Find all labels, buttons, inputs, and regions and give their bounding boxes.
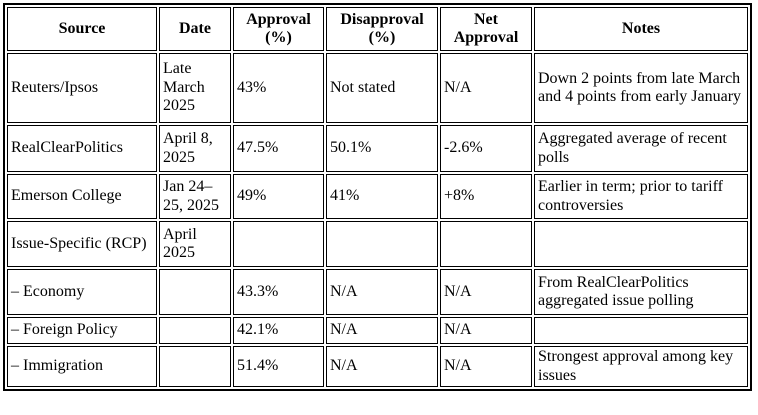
table-row-emerson-college: Emerson College Jan 24–25, 2025 49% 41% …: [7, 174, 748, 219]
cell-date: [159, 346, 231, 387]
cell-notes: [534, 221, 748, 267]
table-row-foreign-policy: – Foreign Policy 42.1% N/A N/A: [7, 317, 748, 344]
cell-approval: 51.4%: [233, 346, 324, 387]
cell-approval: 49%: [233, 174, 324, 219]
cell-approval: 42.1%: [233, 317, 324, 344]
table-row-economy: – Economy 43.3% N/A N/A From RealClearPo…: [7, 269, 748, 315]
approval-polls-table: Source Date Approval (%) Disapproval (%)…: [3, 3, 752, 391]
column-header-net-approval: Net Approval: [440, 7, 532, 51]
cell-net-approval: N/A: [440, 269, 532, 315]
cell-approval: 47.5%: [233, 125, 324, 172]
cell-notes: Aggregated average of recent polls: [534, 125, 748, 172]
cell-notes: Earlier in term; prior to tariff controv…: [534, 174, 748, 219]
cell-notes: [534, 317, 748, 344]
cell-disapproval: Not stated: [326, 53, 438, 123]
cell-date: Jan 24–25, 2025: [159, 174, 231, 219]
cell-date: April 8, 2025: [159, 125, 231, 172]
cell-source: – Foreign Policy: [7, 317, 157, 344]
column-header-notes: Notes: [534, 7, 748, 51]
cell-approval: [233, 221, 324, 267]
cell-date: [159, 317, 231, 344]
column-header-source: Source: [7, 7, 157, 51]
cell-net-approval: N/A: [440, 53, 532, 123]
cell-disapproval: N/A: [326, 317, 438, 344]
cell-source: Issue-Specific (RCP): [7, 221, 157, 267]
cell-net-approval: N/A: [440, 346, 532, 387]
cell-date: April 2025: [159, 221, 231, 267]
cell-disapproval: 41%: [326, 174, 438, 219]
table-row-realclearpolitics: RealClearPolitics April 8, 2025 47.5% 50…: [7, 125, 748, 172]
cell-net-approval: -2.6%: [440, 125, 532, 172]
cell-source: RealClearPolitics: [7, 125, 157, 172]
column-header-date: Date: [159, 7, 231, 51]
cell-source: – Economy: [7, 269, 157, 315]
table-row-reuters-ipsos: Reuters/Ipsos Late March 2025 43% Not st…: [7, 53, 748, 123]
table-header-row: Source Date Approval (%) Disapproval (%)…: [7, 7, 748, 51]
cell-disapproval: N/A: [326, 346, 438, 387]
cell-source: – Immigration: [7, 346, 157, 387]
cell-notes: Strongest approval among key issues: [534, 346, 748, 387]
column-header-approval: Approval (%): [233, 7, 324, 51]
cell-date: [159, 269, 231, 315]
cell-net-approval: N/A: [440, 317, 532, 344]
cell-date: Late March 2025: [159, 53, 231, 123]
cell-net-approval: [440, 221, 532, 267]
cell-notes: Down 2 points from late March and 4 poin…: [534, 53, 748, 123]
cell-disapproval: N/A: [326, 269, 438, 315]
cell-disapproval: 50.1%: [326, 125, 438, 172]
table-row-immigration: – Immigration 51.4% N/A N/A Strongest ap…: [7, 346, 748, 387]
cell-approval: 43%: [233, 53, 324, 123]
table-row-issue-specific: Issue-Specific (RCP) April 2025: [7, 221, 748, 267]
cell-net-approval: +8%: [440, 174, 532, 219]
cell-disapproval: [326, 221, 438, 267]
column-header-disapproval: Disapproval (%): [326, 7, 438, 51]
cell-notes: From RealClearPolitics aggregated issue …: [534, 269, 748, 315]
cell-source: Emerson College: [7, 174, 157, 219]
page: Source Date Approval (%) Disapproval (%)…: [3, 3, 752, 391]
cell-approval: 43.3%: [233, 269, 324, 315]
cell-source: Reuters/Ipsos: [7, 53, 157, 123]
